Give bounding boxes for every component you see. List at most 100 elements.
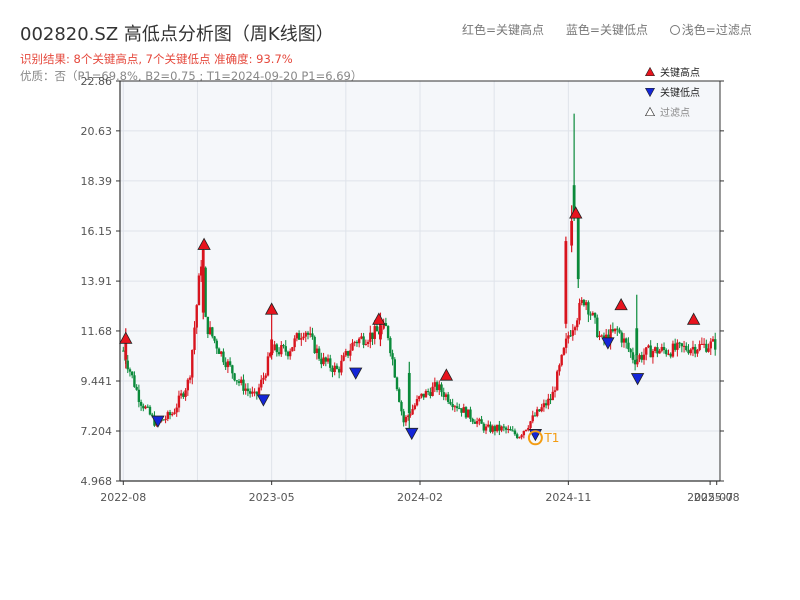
candle-body [186,379,190,391]
candle-body [277,352,281,355]
candle-body [489,424,492,432]
candle-body [504,427,508,430]
candle-body [349,350,352,356]
candle-body [576,320,579,328]
candle-body [547,398,550,406]
candle-body [182,393,185,397]
y-tick-label: 7.204 [81,425,113,438]
candle-body [518,437,521,439]
candle-body [478,419,481,422]
legend-marker [644,66,656,77]
candle-body [687,350,690,354]
candle-body [473,421,477,424]
candle-body [458,408,461,410]
candle-body [224,362,227,368]
candle-body [424,391,428,398]
candle-body [351,342,354,351]
candle-body [384,323,388,327]
candle-body [571,330,575,336]
candle-body [589,314,592,316]
candle-body [302,336,305,339]
candle-body [407,372,411,414]
candle-body [297,333,301,340]
candle-body [204,267,207,317]
candle-body [625,338,628,343]
candle-body [128,369,132,372]
candle-body [653,347,657,352]
candle-body [130,371,134,376]
candle-body [665,350,668,355]
candle-body [620,332,623,343]
quality-detail: 优质：否（P1=69.8%, B2=0.75 ; T1=2024-09-20 P… [20,69,363,83]
candle-body [538,409,541,412]
candle-body [320,358,323,365]
candle-body [544,403,548,406]
candle-body [469,409,472,419]
candle-body [273,344,276,351]
candle-body [135,386,138,390]
candle-body [591,312,595,315]
candle-body [175,407,178,413]
candle-body [522,430,526,436]
candle-body [255,391,259,395]
candle-body [270,339,274,356]
candle-body [573,327,577,331]
candle-body [449,401,452,405]
candle-body [144,406,147,409]
candle-body [300,338,303,340]
candle-body [233,373,236,381]
candle-body [248,391,252,394]
candle-body [462,407,465,413]
candle-body [467,409,470,418]
key-high-marker [614,297,628,311]
candle-body [582,299,586,306]
candle-body [553,390,557,392]
candle-body [604,334,608,340]
key-low-marker [151,415,165,428]
candle-body [640,355,643,360]
candle-body [369,332,372,342]
candle-body [400,401,403,412]
candle-body [379,323,382,340]
candle-body [593,312,597,318]
y-tick-label: 20.63 [81,125,113,138]
candle-body [464,407,468,418]
candle-body [173,412,176,415]
x-tick-label: 2025-07 [687,491,733,504]
candle-body [193,327,196,350]
candle-body [235,380,238,382]
candle-body [344,351,348,356]
candle-body [418,396,421,400]
key-high-marker [686,312,701,325]
recognition-summary: 识别结果: 8个关键高点, 7个关键低点 准确度: 93.7% [20,52,293,66]
candle-body [689,349,692,354]
x-tick-label: 2024-11 [545,491,591,504]
candle-body [576,214,580,280]
candle-body [246,388,250,392]
candle-body [164,418,167,421]
candle-body [480,419,483,424]
candle-body [671,343,675,357]
candle-body [551,391,554,401]
candle-body [206,316,210,335]
candle-body [502,426,506,428]
candle-body [509,428,512,431]
candles [122,113,717,440]
candle-body [362,336,365,345]
candle-body [651,351,655,358]
candle-body [226,361,230,368]
candle-body [228,361,232,366]
candle-body [137,389,141,403]
candle-body [360,336,363,339]
candle-body [698,344,701,350]
key-high-marker [119,331,133,344]
candle-body [633,359,637,365]
candle-body [700,343,704,345]
candle-body [491,426,494,432]
candle-body [309,333,312,335]
candle-body [244,388,247,391]
candle-body [435,382,439,391]
candle-body [598,335,601,338]
candle-body [188,377,192,380]
candle-body [556,371,559,391]
